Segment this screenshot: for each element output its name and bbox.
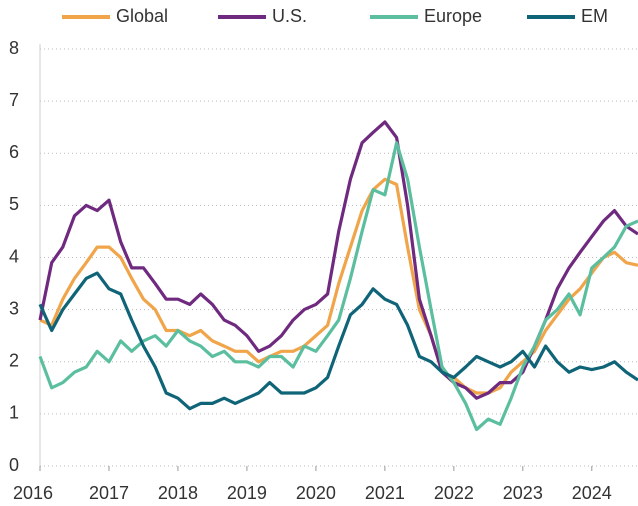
x-tick-label: 2019 bbox=[227, 483, 267, 503]
x-tick-label: 2023 bbox=[503, 483, 543, 503]
x-tick-label: 2017 bbox=[89, 483, 129, 503]
line bbox=[38, 120, 638, 400]
y-tick-label: 3 bbox=[9, 298, 19, 318]
y-tick-label: 6 bbox=[9, 142, 19, 162]
y-tick-label: 8 bbox=[9, 38, 19, 58]
legend-label: U.S. bbox=[272, 6, 307, 26]
legend-label: EM bbox=[581, 6, 608, 26]
x-tick-label: 2021 bbox=[365, 483, 405, 503]
x-tick-label: 2024 bbox=[572, 483, 612, 503]
x-tick-label: 2022 bbox=[434, 483, 474, 503]
legend-label: Europe bbox=[424, 6, 482, 26]
x-tick-label: 2018 bbox=[158, 483, 198, 503]
line bbox=[38, 271, 638, 411]
y-tick-label: 1 bbox=[9, 403, 19, 423]
y-tick-label: 2 bbox=[9, 351, 19, 371]
x-tick-label: 2020 bbox=[296, 483, 336, 503]
line bbox=[39, 177, 638, 395]
y-tick-label: 7 bbox=[9, 90, 19, 110]
x-tick-label: 2016 bbox=[13, 483, 53, 503]
y-tick-label: 0 bbox=[9, 455, 19, 475]
y-tick-label: 4 bbox=[9, 246, 19, 266]
y-tick-label: 5 bbox=[9, 194, 19, 214]
line bbox=[38, 141, 638, 432]
legend-label: Global bbox=[116, 6, 168, 26]
